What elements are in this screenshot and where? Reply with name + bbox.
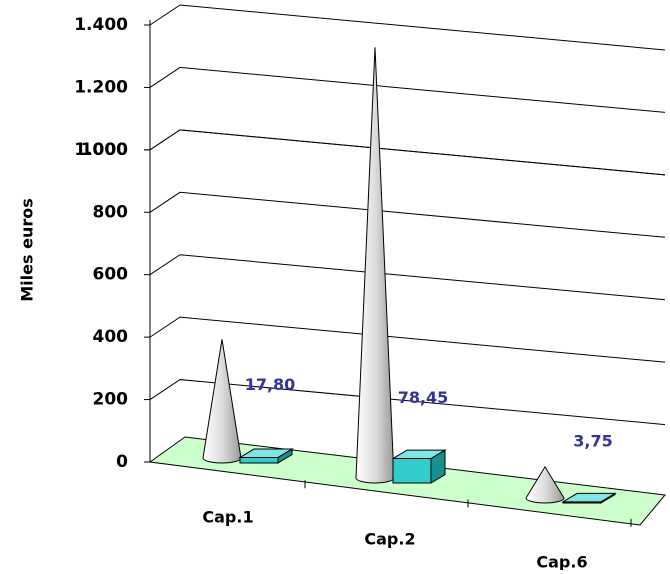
y-tick-label: 800 (93, 202, 129, 222)
box-face (238, 448, 294, 458)
box (391, 449, 447, 484)
y-tick-label: 600 (93, 265, 129, 285)
grid-line (149, 66, 666, 113)
y-tick-label: 200 (93, 390, 129, 410)
y-tick-label: 1000 (81, 140, 128, 160)
grid-line (149, 254, 666, 301)
box (561, 492, 617, 504)
y-tick-label: 1.000 (74, 140, 128, 160)
box-face (391, 449, 447, 460)
box-face (561, 492, 617, 503)
grid-line (149, 191, 666, 238)
y-tick-label: 1.400 (74, 15, 128, 35)
cone (202, 339, 242, 464)
cone (525, 465, 565, 504)
grid-line (149, 316, 666, 363)
x-tick-label: Cap.1 (202, 508, 253, 527)
grid-line (149, 129, 666, 176)
cone (355, 47, 395, 484)
box (238, 448, 294, 464)
data-label: 78,45 (398, 388, 449, 407)
box-face (392, 458, 432, 484)
x-tick-label: Cap.2 (364, 530, 415, 549)
data-label: 17,80 (245, 375, 296, 394)
y-tick-label: 1.200 (74, 77, 128, 97)
grid-line (149, 4, 666, 51)
box-face (239, 456, 279, 464)
y-tick-label: 400 (93, 327, 129, 347)
y-axis-label: Miles euros (18, 198, 37, 301)
y-tick-label: 0 (116, 452, 128, 472)
data-label: 3,75 (573, 431, 612, 450)
grid-line (149, 379, 666, 426)
x-tick-label: Cap.6 (536, 553, 587, 571)
